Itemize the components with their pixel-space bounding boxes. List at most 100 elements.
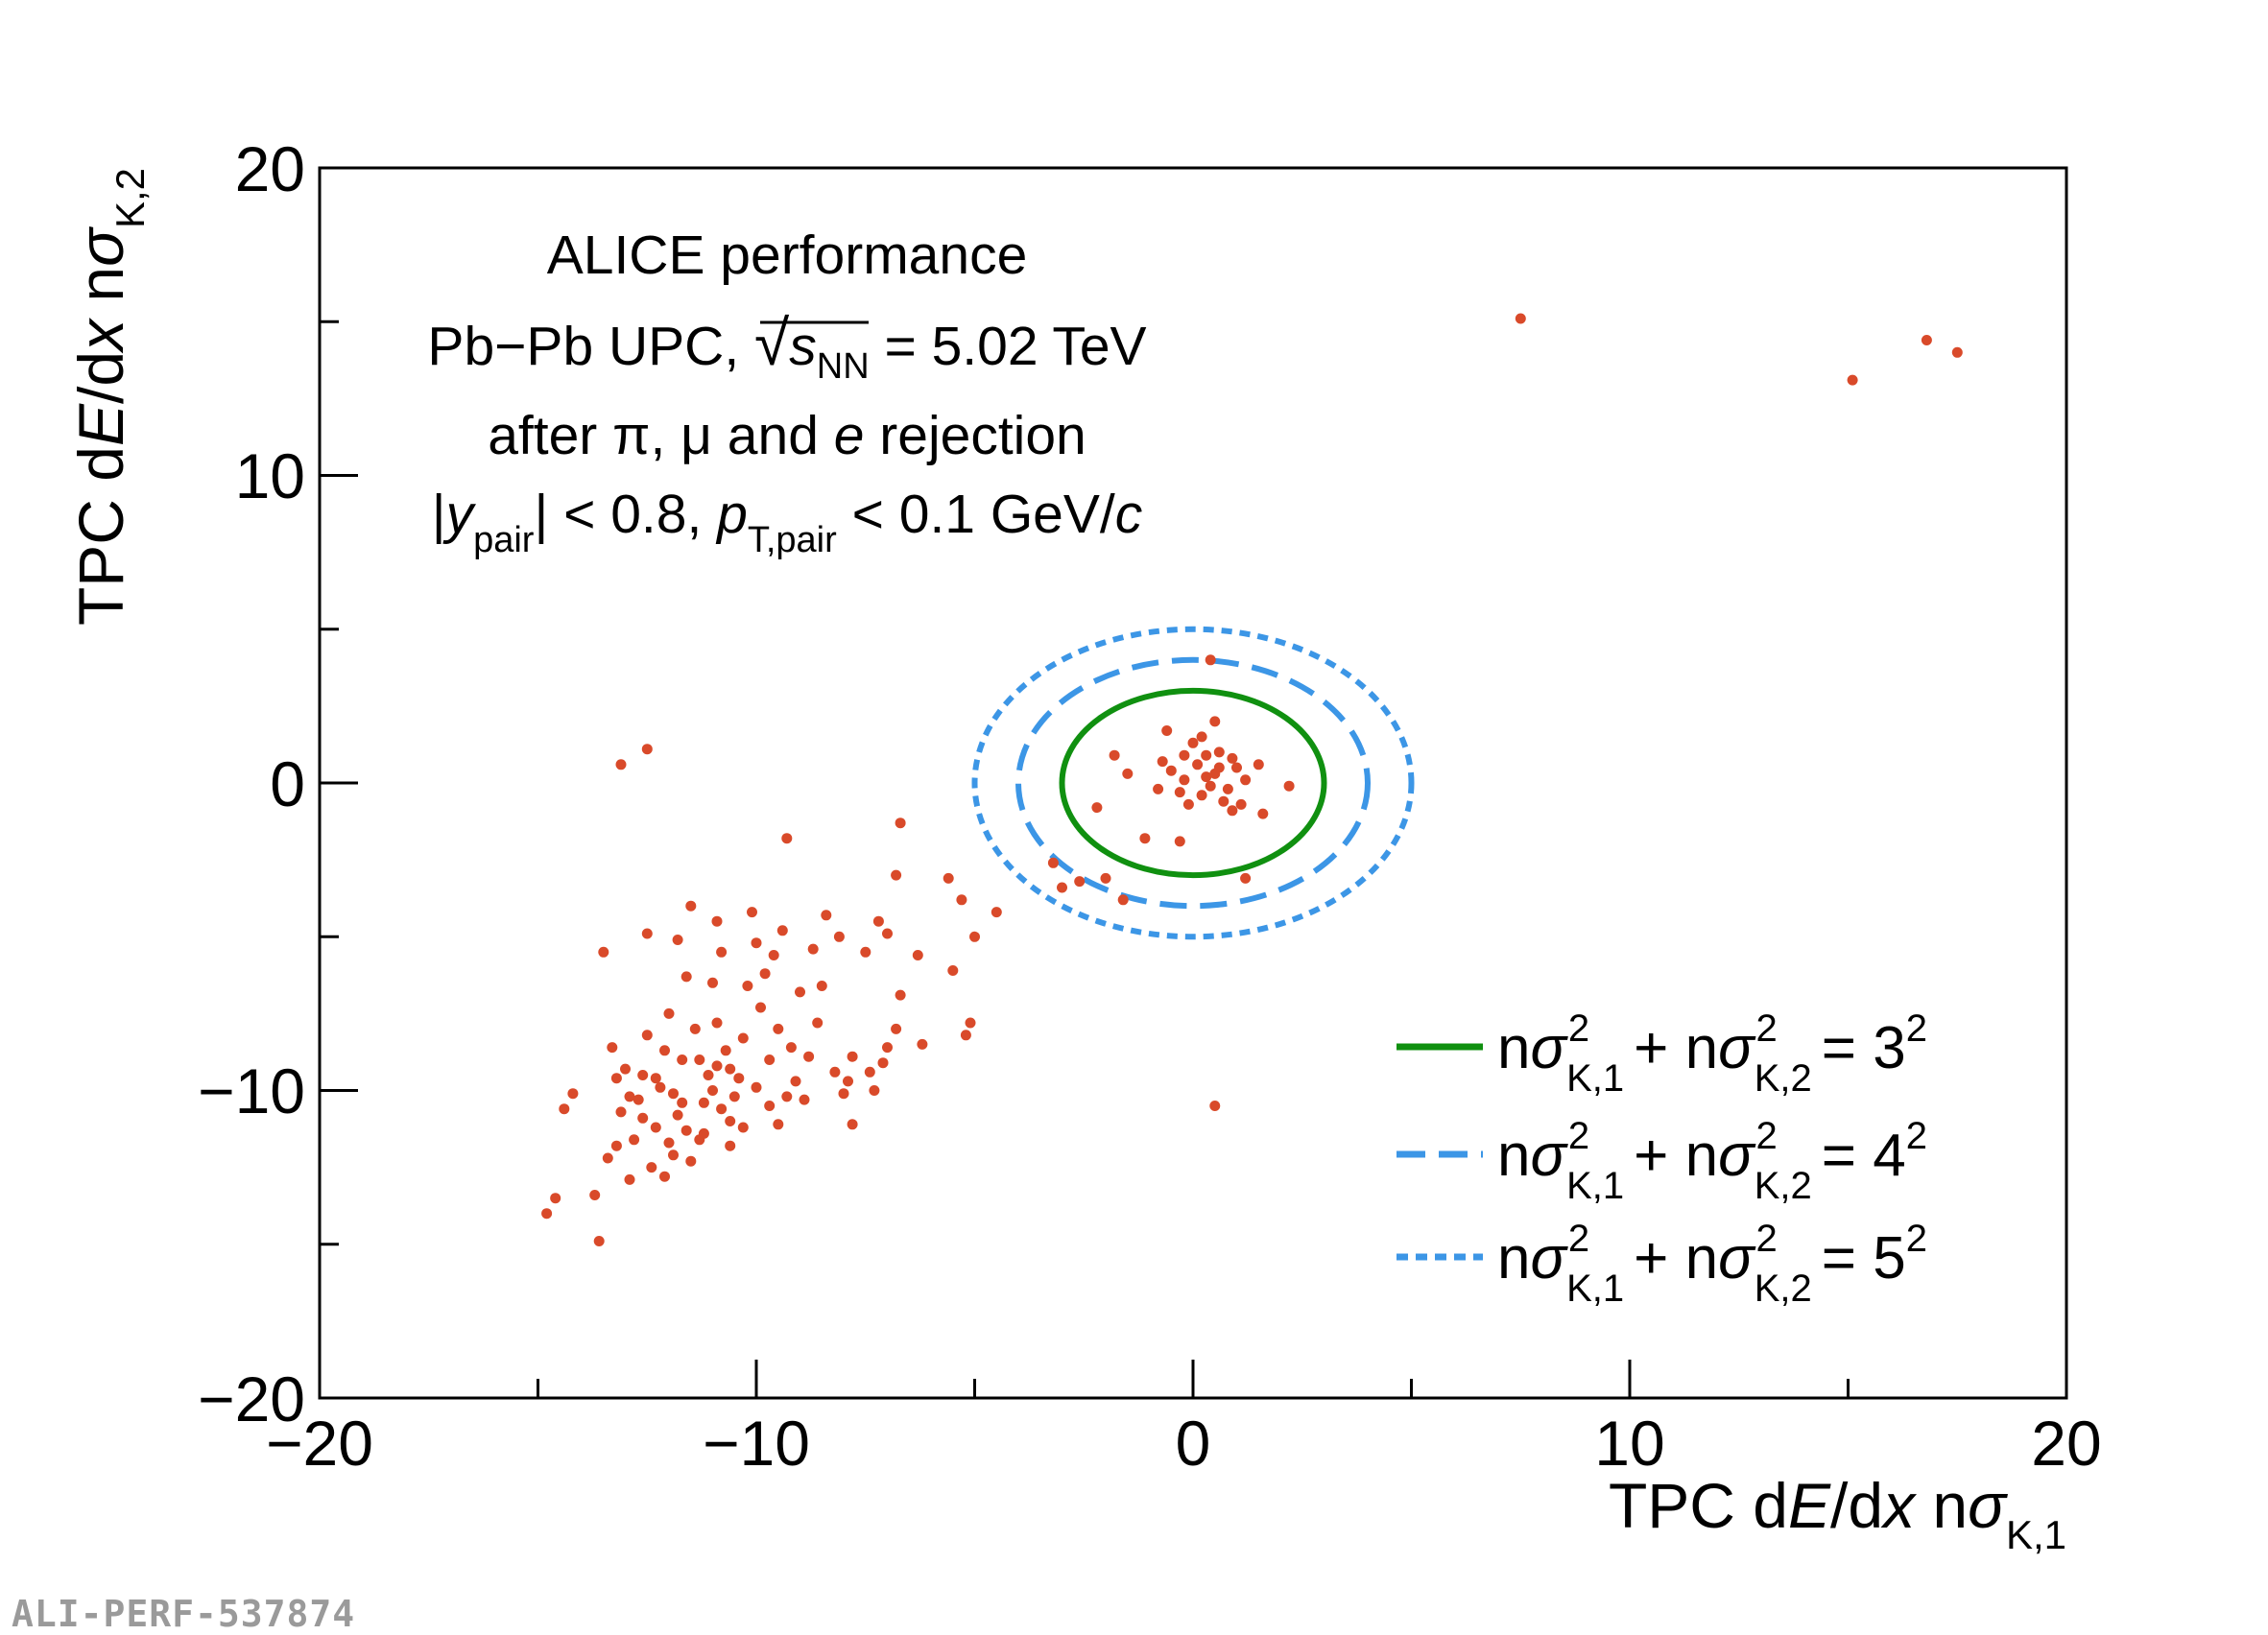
data-point [891, 869, 902, 881]
data-point [637, 1112, 649, 1124]
data-point [624, 1091, 635, 1102]
data-point [860, 946, 871, 958]
data-point [847, 1119, 858, 1130]
data-point [847, 1051, 858, 1062]
legend-entry: nσ2 K,1 + nσ2 K,2 = 52 [1497, 1218, 1927, 1310]
data-point [646, 1162, 657, 1173]
data-point [1157, 756, 1168, 768]
data-point [1240, 872, 1252, 884]
data-point [694, 1054, 705, 1065]
data-point [698, 1127, 709, 1139]
data-point [1257, 808, 1269, 819]
data-point [751, 937, 762, 949]
data-point [1227, 752, 1238, 764]
data-point [685, 1155, 697, 1167]
data-point [872, 915, 884, 927]
data-point [1109, 749, 1120, 761]
data-point [751, 1081, 762, 1093]
data-point [689, 1023, 701, 1034]
data-point [737, 1032, 749, 1044]
data-point [799, 1094, 810, 1105]
data-point [602, 1152, 613, 1164]
data-point [1153, 783, 1164, 794]
data-point [1231, 762, 1242, 773]
figure-id-watermark: ALI-PERF-537874 [12, 1593, 356, 1635]
data-point [650, 1073, 661, 1084]
data-point [943, 872, 954, 884]
data-point [790, 1076, 801, 1087]
data-point [1182, 798, 1194, 810]
data-point [659, 1171, 670, 1182]
data-point [728, 1091, 740, 1102]
data-point [1283, 780, 1295, 792]
data-point [1222, 783, 1233, 794]
x-tick-label: 20 [2031, 1408, 2101, 1479]
data-point [969, 931, 980, 942]
data-point [550, 1193, 561, 1204]
data-point [1235, 798, 1247, 810]
data-point [1047, 857, 1059, 868]
data-point [882, 1042, 893, 1054]
data-point [703, 1070, 714, 1080]
data-point [1209, 716, 1221, 727]
data-point [720, 1045, 731, 1056]
annotation-rejection: after π, μ and e rejection [488, 405, 1086, 466]
data-point [711, 915, 723, 927]
data-point [711, 1060, 723, 1072]
data-point [659, 1045, 670, 1056]
ticks-layer [318, 166, 2068, 1400]
data-point [917, 1038, 928, 1050]
data-point [1218, 795, 1229, 807]
data-point [567, 1088, 579, 1100]
data-point [1187, 737, 1199, 748]
data-point [1161, 725, 1173, 736]
data-point [781, 833, 793, 844]
data-point [812, 1017, 824, 1029]
data-point [589, 1190, 601, 1200]
data-point [768, 950, 779, 960]
data-point [803, 1051, 815, 1062]
legend-entry: nσ2 K,1 + nσ2 K,2 = 42 [1497, 1115, 1927, 1207]
data-point [816, 981, 827, 991]
data-point [833, 931, 845, 942]
data-point [877, 1057, 889, 1069]
data-point [864, 1066, 875, 1078]
annotation-cuts: |ypair| < 0.8, pT,pair < 0.1 GeV/c [432, 484, 1142, 560]
data-point [1921, 335, 1932, 345]
data-point [1192, 759, 1204, 770]
data-point [680, 971, 692, 983]
data-point [1179, 749, 1190, 761]
data-point [1117, 894, 1129, 906]
data-point [637, 1070, 649, 1080]
data-point [1227, 805, 1238, 817]
x-tick-label: −10 [703, 1408, 810, 1479]
data-point [764, 1054, 776, 1065]
data-point [773, 1119, 784, 1130]
annotation-title: ALICE performance [547, 225, 1028, 286]
data-point [912, 950, 923, 960]
data-point [956, 894, 967, 906]
data-point [991, 907, 1002, 918]
data-point [668, 1149, 679, 1161]
x-tick-label: −20 [266, 1408, 373, 1479]
data-point [620, 1063, 631, 1075]
data-point [737, 1122, 749, 1133]
data-point [1100, 872, 1111, 884]
data-point [1139, 833, 1151, 844]
data-point [1951, 346, 1963, 358]
data-point [965, 1017, 976, 1029]
data-point [829, 1066, 841, 1078]
data-point [1196, 790, 1207, 801]
data-point [1201, 771, 1212, 783]
y-tick-label: 10 [235, 440, 305, 511]
data-point [1091, 802, 1103, 814]
data-point [1174, 836, 1185, 847]
data-point [615, 759, 627, 770]
data-point [1253, 759, 1264, 770]
data-point [1515, 313, 1526, 324]
data-point [947, 965, 959, 976]
data-point [624, 1173, 635, 1185]
data-point [685, 900, 697, 912]
data-point [807, 943, 819, 955]
